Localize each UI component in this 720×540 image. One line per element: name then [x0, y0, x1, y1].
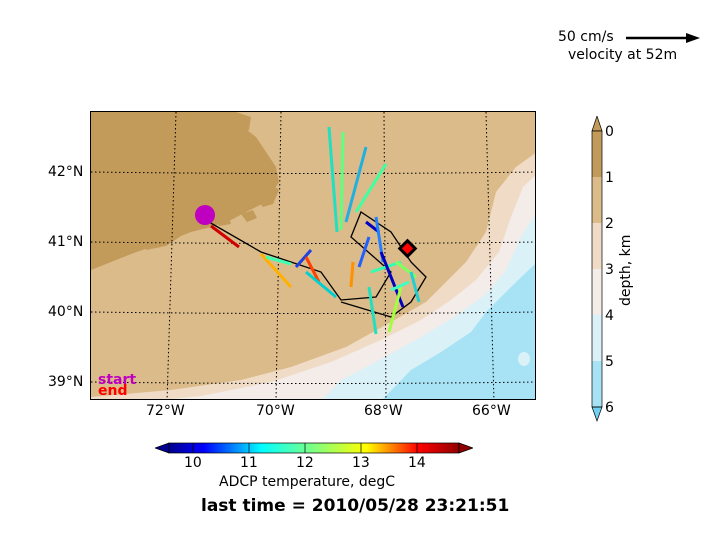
temp-tick-12: 12 — [296, 455, 314, 471]
island-nantucket — [241, 210, 257, 222]
ship-track — [208, 211, 427, 318]
legend-end: end — [98, 383, 128, 399]
lat-tick-39: 39°N — [48, 374, 84, 390]
temp-tick-11: 11 — [240, 455, 258, 471]
cape-cod — [256, 182, 279, 207]
depth-colorbar-label: depth, km — [618, 234, 634, 306]
lat-tick-41: 41°N — [48, 234, 84, 250]
lon-tick-72: 72°W — [146, 403, 185, 419]
graticule — [91, 112, 535, 399]
depth-tick-3: 3 — [605, 262, 614, 278]
bathymetry-map — [91, 112, 535, 399]
lon-tick-70: 70°W — [256, 403, 295, 419]
lon-tick-66: 66°W — [472, 403, 511, 419]
map-panel — [90, 111, 536, 400]
velocity-arrows — [210, 126, 421, 335]
depth-tick-6: 6 — [605, 400, 614, 416]
depth-tick-0: 0 — [605, 124, 614, 140]
depth-tick-5: 5 — [605, 354, 614, 370]
lon-tick-68: 68°W — [364, 403, 403, 419]
velocity-scale-sublabel: velocity at 52m — [568, 47, 678, 63]
mainland — [91, 112, 279, 270]
end-marker — [397, 238, 418, 259]
legend-start: start — [98, 372, 137, 388]
last-time-label: last time = 2010/05/28 23:21:51 — [201, 496, 510, 516]
temperature-colorbar — [155, 442, 473, 454]
depth-tick-2: 2 — [605, 216, 614, 232]
temp-tick-10: 10 — [184, 455, 202, 471]
coast-notch — [236, 112, 251, 134]
temp-tick-14: 14 — [408, 455, 426, 471]
velocity-scale-arrow — [626, 33, 700, 43]
depth-tick-4: 4 — [605, 308, 614, 324]
island-marthas-vineyard — [216, 217, 231, 226]
lat-tick-42: 42°N — [48, 164, 84, 180]
start-marker — [195, 205, 215, 225]
seamount — [518, 352, 530, 366]
temp-tick-13: 13 — [352, 455, 370, 471]
temperature-colorbar-label: ADCP temperature, degC — [219, 474, 396, 490]
depth-tick-1: 1 — [605, 170, 614, 186]
velocity-scale-label: 50 cm/s — [558, 29, 614, 45]
depth-colorbar — [591, 116, 603, 423]
abyss-4-5km — [382, 263, 535, 399]
lat-tick-40: 40°N — [48, 304, 84, 320]
